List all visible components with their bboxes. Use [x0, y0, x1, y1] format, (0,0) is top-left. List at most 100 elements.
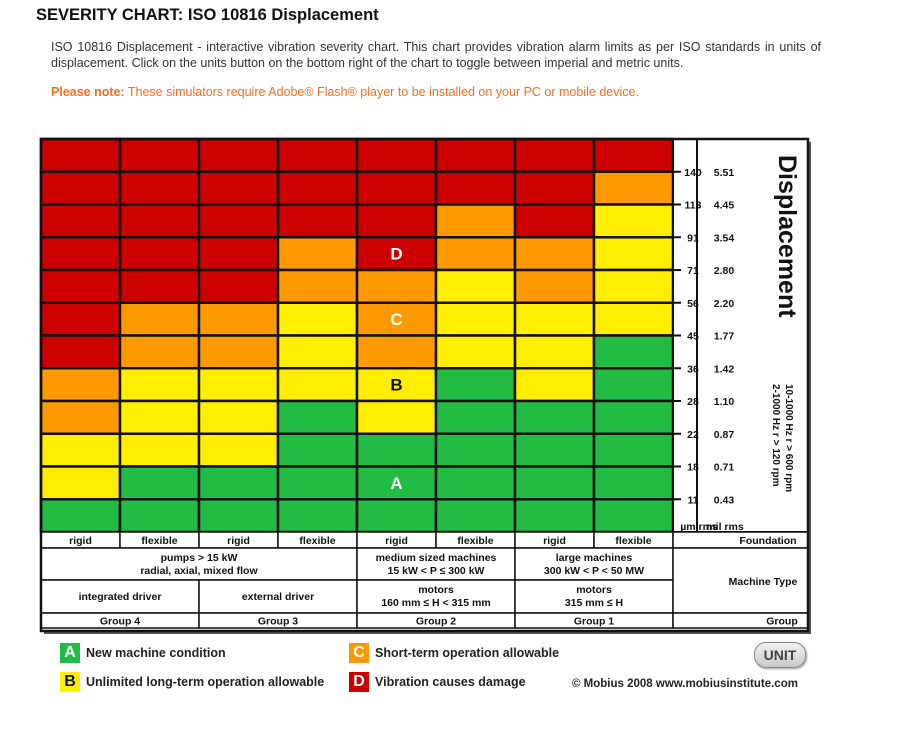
- zone-cell: [513, 465, 596, 501]
- legend-text-a: New machine condition: [86, 646, 226, 660]
- zone-cell: [39, 301, 122, 337]
- legend-swatch-c: C: [349, 643, 369, 663]
- driver-line1: motors: [576, 584, 612, 596]
- legend-text-b: Unlimited long-term operation allowable: [86, 675, 325, 689]
- y-tick-label-mil: 5.51: [714, 167, 735, 179]
- zone-cell: [592, 432, 675, 468]
- zone-cell: [197, 432, 280, 468]
- machine-type-cell: [40, 547, 358, 581]
- zone-cell: [513, 301, 596, 337]
- y-tick-label-mil: 3.54: [714, 232, 735, 244]
- zone-cell: [513, 268, 596, 304]
- zone-cell: [197, 236, 280, 272]
- foundation-label: flexible: [141, 535, 177, 547]
- zone-cell: [513, 432, 596, 468]
- zone-cell: [276, 236, 359, 272]
- zone-cell: [118, 334, 201, 370]
- zone-cell: [592, 498, 675, 534]
- foundation-label: rigid: [543, 535, 566, 547]
- foundation-label: flexible: [615, 535, 651, 547]
- zone-cell: [118, 432, 201, 468]
- zone-label: D: [390, 245, 402, 264]
- note-text: These simulators require Adobe® Flash® p…: [124, 85, 639, 99]
- zone-cell: [434, 465, 517, 501]
- zone-cell: [39, 170, 122, 206]
- group-label: Group 4: [100, 616, 140, 628]
- zone-cell: [197, 301, 280, 337]
- y-tick-label-um: 140: [684, 167, 702, 179]
- zone-cell: [39, 465, 122, 501]
- zone-cell: [118, 170, 201, 206]
- machine-type-line2: 300 kW < P < 50 MW: [544, 565, 644, 577]
- machine-type-line1: large machines: [556, 552, 633, 564]
- copyright: © Mobius 2008 www.mobiusinstitute.com: [572, 678, 798, 690]
- y-tick-label-um: 45: [687, 331, 699, 343]
- legend-item-d: D Vibration causes damage: [349, 672, 526, 692]
- zone-cell: [39, 367, 122, 403]
- zone-cell: [513, 367, 596, 403]
- zone-grid: [39, 137, 675, 534]
- zone-cell: [592, 301, 675, 337]
- zone-cell: [355, 334, 438, 370]
- y-tick-label-mil: 2.20: [714, 298, 735, 310]
- y-tick-label-mil: 1.42: [714, 363, 735, 375]
- zone-label: C: [390, 310, 402, 329]
- zone-cell: [434, 301, 517, 337]
- zone-cell: [118, 137, 201, 173]
- zone-cell: [276, 268, 359, 304]
- driver-cell: [40, 579, 200, 614]
- zone-cell: [434, 432, 517, 468]
- machine-type-line1: pumps > 15 kW: [161, 552, 238, 564]
- zone-cell: [197, 498, 280, 534]
- legend-item-a: A New machine condition: [60, 643, 226, 663]
- chart-title: Displacement: [773, 155, 801, 318]
- machine-type-line1: medium sized machines: [376, 552, 497, 564]
- zone-cell: [434, 399, 517, 435]
- chart-outer-border: [39, 137, 810, 633]
- zone-cell: [276, 465, 359, 501]
- machine-type-header: Machine Type: [729, 576, 798, 588]
- note-label: Please note:: [51, 85, 125, 99]
- zone-cell: [197, 268, 280, 304]
- zone-cell: [39, 236, 122, 272]
- legend-text-c: Short-term operation allowable: [375, 646, 560, 660]
- zone-label: B: [390, 376, 402, 395]
- legend-swatch-d: D: [349, 672, 369, 692]
- zone-cell: [276, 137, 359, 173]
- zone-cell: [592, 203, 675, 239]
- zone-cell: [355, 465, 438, 501]
- zone-cell: [118, 498, 201, 534]
- zone-cell: [276, 203, 359, 239]
- zone-cell: [355, 367, 438, 403]
- group-label: Group 2: [416, 616, 456, 628]
- foundation-label: rigid: [227, 535, 250, 547]
- zone-cell: [355, 399, 438, 435]
- driver-line2: 160 mm ≤ H < 315 mm: [381, 597, 490, 609]
- zone-cell: [276, 399, 359, 435]
- zone-cell: [118, 301, 201, 337]
- foundation-header: Foundation: [739, 535, 796, 547]
- driver-line1: external driver: [242, 591, 314, 603]
- legend-text-d: Vibration causes damage: [375, 675, 526, 689]
- zone-cell: [513, 203, 596, 239]
- chart-subtitle: 10-1000 Hz r > 600 rpm: [783, 384, 794, 492]
- zone-cell: [39, 399, 122, 435]
- zone-cell: [118, 236, 201, 272]
- zone-cell: [513, 137, 596, 173]
- y-tick-label-mil: 0.43: [714, 494, 735, 506]
- zone-cell: [276, 301, 359, 337]
- zone-cell: [355, 236, 438, 272]
- zone-cell: [39, 268, 122, 304]
- zone-cell: [434, 268, 517, 304]
- machine-type-line2: radial, axial, mixed flow: [140, 565, 258, 577]
- legend-item-c: C Short-term operation allowable: [349, 643, 559, 663]
- zone-cell: [118, 203, 201, 239]
- zone-cell: [513, 170, 596, 206]
- unit-toggle-button[interactable]: UNIT: [754, 642, 806, 668]
- y-tick-label-um: 22: [687, 429, 699, 441]
- zone-cell: [276, 170, 359, 206]
- zone-cell: [592, 137, 675, 173]
- y-tick-label-mil: 0.87: [714, 429, 735, 441]
- y-tick-label-um: 18: [687, 462, 699, 474]
- zone-cell: [197, 367, 280, 403]
